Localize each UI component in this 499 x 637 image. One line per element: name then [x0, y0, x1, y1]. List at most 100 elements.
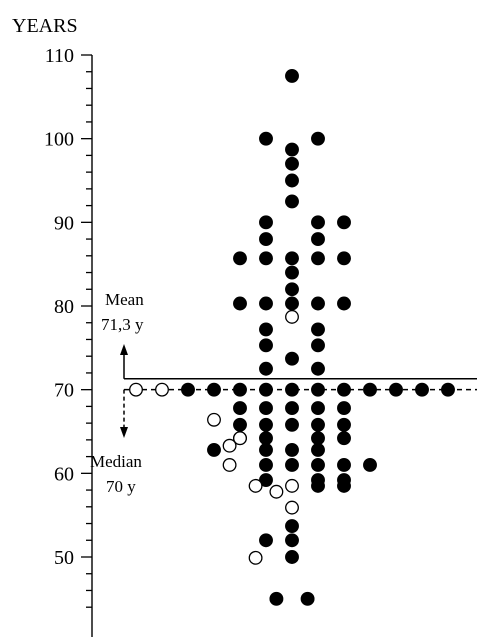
open-point [207, 412, 221, 427]
open-point [269, 484, 284, 499]
open-point [233, 431, 247, 446]
filled-point [311, 361, 325, 376]
median-value: 70 y [106, 477, 136, 496]
filled-point [259, 361, 273, 376]
filled-point [285, 550, 299, 564]
filled-point [311, 478, 325, 493]
open-point [285, 478, 299, 493]
filled-point [311, 131, 325, 146]
filled-point [337, 296, 351, 311]
filled-point [259, 417, 273, 432]
filled-point [311, 382, 325, 397]
filled-point [285, 173, 299, 188]
filled-point [389, 382, 403, 397]
filled-point [311, 431, 325, 446]
filled-point [285, 458, 299, 472]
filled-point [285, 265, 299, 280]
filled-point [285, 519, 299, 533]
filled-point [233, 417, 247, 432]
filled-point [441, 382, 455, 397]
filled-point [300, 591, 315, 606]
filled-point [363, 382, 377, 397]
filled-point [259, 458, 273, 472]
y-tick-label: 50 [54, 547, 74, 569]
filled-point [363, 458, 377, 472]
filled-point [259, 322, 273, 337]
filled-point [285, 401, 299, 416]
open-point [155, 382, 169, 397]
filled-point [285, 156, 299, 171]
filled-point [285, 442, 299, 457]
filled-point [337, 401, 351, 416]
annotation-arrows [120, 344, 128, 438]
filled-point [285, 533, 299, 548]
filled-point [311, 401, 325, 416]
filled-point [285, 251, 299, 266]
filled-point [285, 417, 299, 432]
filled-point [233, 251, 247, 266]
filled-point [285, 382, 299, 397]
filled-point [259, 533, 273, 548]
filled-point [233, 401, 247, 416]
open-point [248, 550, 263, 565]
filled-point [415, 382, 429, 397]
filled-point [181, 382, 195, 397]
y-axis [81, 54, 93, 637]
filled-point [285, 351, 299, 366]
y-tick-label: 100 [44, 129, 74, 151]
filled-point [259, 296, 273, 311]
median-arrow-head [120, 427, 128, 438]
filled-point [311, 296, 325, 311]
y-tick-label: 90 [54, 212, 74, 234]
filled-point [207, 382, 221, 397]
y-axis-label: YEARS [12, 15, 78, 37]
filled-point [311, 338, 325, 353]
filled-point [285, 68, 299, 83]
filled-point [207, 442, 221, 457]
filled-point [311, 442, 325, 457]
filled-point [259, 338, 273, 353]
filled-point [311, 251, 325, 266]
filled-point [311, 322, 325, 337]
filled-point [311, 232, 325, 247]
filled-point [337, 478, 351, 493]
filled-point [285, 194, 299, 209]
open-point [248, 478, 263, 493]
mean-arrow-head [120, 344, 128, 355]
filled-point [337, 458, 351, 472]
filled-point [233, 296, 247, 311]
y-tick-label: 80 [54, 296, 74, 318]
filled-point [337, 417, 351, 432]
filled-point [259, 401, 273, 416]
filled-point [337, 215, 351, 230]
filled-point [259, 131, 273, 146]
filled-point [337, 251, 351, 266]
filled-point [285, 296, 299, 311]
filled-point [337, 431, 351, 446]
filled-point [311, 458, 325, 472]
filled-point [259, 473, 273, 487]
open-point [285, 500, 299, 515]
y-tick-label: 60 [54, 463, 74, 485]
open-point [222, 438, 237, 453]
y-tick-label: 110 [45, 45, 74, 67]
filled-point [337, 382, 351, 397]
mean-value: 71,3 y [101, 315, 144, 334]
filled-point [285, 282, 299, 297]
filled-point [233, 382, 247, 397]
filled-point [311, 215, 325, 230]
open-point [129, 382, 143, 397]
median-title: Median [90, 452, 142, 471]
y-tick-labels: 50 60 70 80 90 100 110 [44, 45, 74, 569]
filled-point [259, 382, 273, 397]
filled-point [285, 142, 299, 157]
data-points [129, 68, 455, 606]
filled-point [259, 251, 273, 266]
open-point [222, 458, 237, 472]
y-tick-label: 70 [54, 380, 74, 402]
filled-point [259, 232, 273, 247]
filled-point [269, 591, 284, 606]
open-point [285, 309, 299, 324]
filled-point [259, 215, 273, 230]
